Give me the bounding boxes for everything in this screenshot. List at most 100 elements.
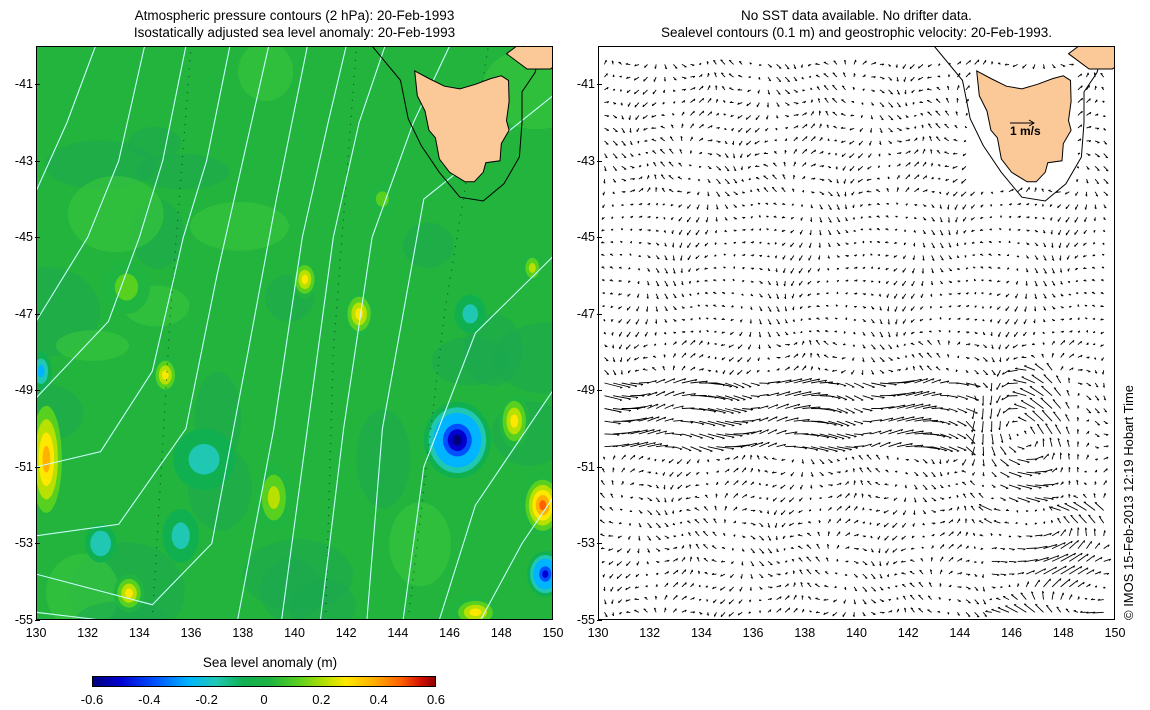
arrow-head [636, 408, 640, 410]
arrow-head [679, 434, 683, 437]
arrow-head [947, 485, 951, 487]
arrow-head [948, 245, 952, 248]
arrow-head [663, 230, 666, 233]
velocity-arrow [681, 420, 694, 423]
velocity-arrow [819, 217, 823, 223]
arrow-head [606, 87, 609, 90]
velocity-arrow [1034, 268, 1039, 274]
arrow-head [797, 522, 801, 525]
arrow-head [914, 500, 917, 503]
velocity-arrow [759, 394, 769, 397]
arrow-head [673, 332, 677, 334]
velocity-arrow [871, 442, 881, 448]
arrow-head [633, 454, 636, 458]
arrow-head [854, 589, 858, 592]
arrow-head [681, 405, 684, 408]
arrow-head [645, 429, 648, 432]
arrow-head [698, 570, 701, 573]
arrow-head [919, 330, 922, 334]
arrow-head [661, 113, 664, 116]
velocity-arrow [673, 433, 683, 436]
arrow-head [949, 257, 952, 260]
arrow-head [767, 269, 771, 272]
arrow-head [981, 306, 984, 309]
arrow-head [880, 131, 883, 133]
arrow-head [965, 518, 968, 521]
arrow-head [648, 538, 651, 541]
arrow-head [994, 547, 997, 550]
velocity-arrow [1060, 339, 1066, 346]
velocity-arrow [604, 433, 620, 436]
arrow-head [632, 482, 635, 485]
arrow-head [671, 432, 675, 435]
arrow-head [910, 594, 913, 597]
arrow-head [1105, 182, 1109, 184]
arrow-head [927, 76, 930, 79]
velocity-arrow [1021, 376, 1036, 384]
arrow-head [843, 601, 845, 604]
velocity-arrow [707, 433, 725, 439]
dotted-contour [324, 46, 358, 620]
arrow-head [894, 573, 897, 576]
arrow-head [1026, 257, 1029, 259]
arrow-head [823, 85, 827, 87]
velocity-arrow [785, 403, 800, 409]
velocity-arrow [799, 255, 803, 261]
arrow-head [673, 378, 676, 381]
arrow-head [880, 408, 884, 410]
arrow-head [951, 519, 954, 522]
velocity-arrow [1098, 515, 1105, 524]
arrow-head [973, 453, 976, 456]
arrow-head [889, 347, 893, 350]
arrow-head [840, 506, 842, 509]
arrow-head [1087, 168, 1090, 170]
velocity-arrow [870, 573, 876, 579]
arrow-head [1013, 379, 1016, 381]
velocity-arrow [703, 518, 709, 524]
arrow-head [673, 284, 677, 287]
arrow-head [941, 246, 944, 249]
arrow-head [870, 410, 873, 412]
velocity-arrow [664, 446, 675, 448]
velocity-arrow [655, 522, 661, 528]
arrow-head [608, 534, 611, 537]
arrow-head [1072, 340, 1075, 343]
arrow-head [897, 187, 900, 190]
arrow-head [1068, 578, 1071, 582]
velocity-arrow [922, 497, 928, 503]
arrow-head [655, 187, 658, 190]
arrow-head [728, 359, 731, 362]
arrow-head [949, 584, 952, 588]
velocity-arrow [1034, 363, 1044, 371]
arrow-head [814, 136, 816, 139]
arrow-head [1058, 245, 1061, 249]
velocity-arrow [660, 161, 666, 167]
arrow-head [606, 101, 610, 104]
arrow-head [807, 582, 810, 585]
arrow-head [801, 595, 804, 598]
arrow-head [619, 399, 623, 402]
arrow-head [778, 93, 781, 95]
arrow-head [903, 343, 906, 346]
velocity-arrow [1094, 165, 1100, 171]
velocity-arrow [716, 178, 721, 184]
arrow-head [669, 136, 673, 139]
arrow-head [780, 499, 782, 503]
arrow-head [663, 217, 666, 220]
velocity-arrow [698, 123, 704, 129]
velocity-arrow [745, 127, 752, 134]
arrow-head [704, 279, 707, 282]
arrow-head [1052, 591, 1055, 594]
arrow-head [1071, 367, 1074, 370]
velocity-arrow [1103, 178, 1109, 184]
arrow-head [1080, 124, 1083, 127]
arrow-head [620, 240, 623, 243]
arrow-head [886, 455, 889, 458]
velocity-arrow [1065, 426, 1070, 435]
arrow-head [760, 525, 764, 527]
arrow-head [776, 404, 779, 407]
arrow-head [789, 499, 791, 503]
arrow-head [912, 403, 916, 406]
velocity-arrow [832, 98, 838, 103]
arrow-head [801, 77, 804, 80]
